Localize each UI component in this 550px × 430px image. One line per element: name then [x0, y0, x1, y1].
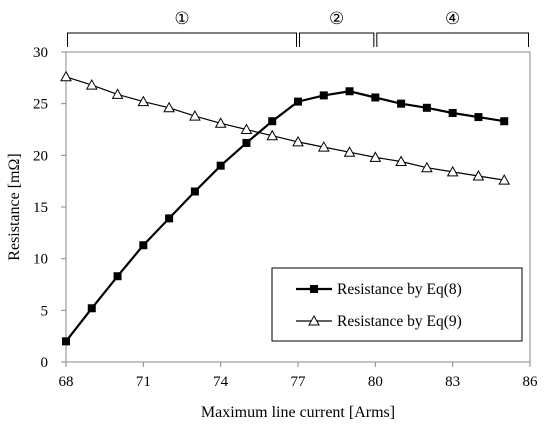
data-point — [87, 304, 96, 313]
legend-label: Resistance by Eq(9) — [337, 313, 462, 330]
region-bracket — [67, 32, 297, 47]
x-tick-label: 71 — [136, 374, 151, 390]
data-point — [422, 103, 431, 112]
data-point — [62, 337, 70, 346]
region-bracket — [376, 32, 529, 47]
data-point — [319, 91, 328, 100]
data-point — [266, 129, 279, 141]
data-point — [214, 117, 227, 128]
series-line — [65, 90, 505, 342]
data-point — [216, 161, 225, 170]
data-point — [242, 138, 251, 147]
x-tick-label: 74 — [213, 374, 229, 390]
region-brackets: ① ② ④ — [67, 9, 529, 47]
x-tick-label: 86 — [523, 374, 539, 390]
data-point — [189, 110, 201, 121]
x-tick-label: 83 — [445, 374, 460, 390]
data-point — [111, 88, 124, 99]
series-1 — [62, 87, 509, 346]
data-point — [190, 187, 199, 196]
y-tick-label: 20 — [33, 148, 48, 164]
data-point — [395, 155, 407, 167]
y-tick-label: 30 — [33, 45, 48, 61]
data-point — [343, 146, 356, 157]
data-point — [500, 117, 509, 126]
data-point — [474, 113, 483, 122]
series-2 — [60, 70, 511, 185]
region-label: ② — [329, 9, 344, 29]
data-series — [60, 70, 511, 346]
data-point — [137, 95, 150, 107]
data-point — [448, 108, 457, 117]
data-point — [139, 241, 148, 250]
data-point — [292, 135, 304, 147]
data-point — [397, 99, 406, 108]
y-axis-title: Resistance [mΩ] — [6, 153, 23, 260]
y-axis-ticks: 0 5 10 15 20 25 30 — [33, 45, 66, 371]
data-point — [421, 161, 433, 173]
y-tick-label: 10 — [33, 252, 48, 268]
x-tick-label: 77 — [291, 374, 307, 390]
data-point — [498, 174, 511, 185]
legend-marker — [308, 314, 320, 326]
data-point — [371, 93, 380, 102]
y-tick-label: 25 — [33, 97, 48, 113]
data-point — [345, 87, 354, 96]
x-tick-label: 68 — [59, 374, 74, 390]
y-tick-label: 0 — [41, 355, 49, 371]
y-tick-label: 5 — [41, 303, 49, 319]
legend-box — [271, 267, 523, 342]
data-point — [268, 117, 277, 126]
legend-label: Resistance by Eq(8) — [337, 281, 462, 298]
data-point — [240, 123, 253, 134]
y-tick-label: 15 — [33, 200, 48, 216]
region-bracket — [299, 32, 375, 47]
series-line — [65, 76, 505, 181]
data-point — [369, 151, 382, 162]
x-axis-ticks: 68 71 74 77 80 83 86 — [59, 362, 539, 390]
x-tick-label: 80 — [368, 374, 383, 390]
region-label: ④ — [445, 9, 460, 29]
data-point — [165, 214, 174, 223]
data-point — [163, 101, 175, 113]
x-axis-title: Maximum line current [Arms] — [201, 404, 395, 421]
data-point — [472, 169, 485, 181]
legend-marker — [310, 285, 318, 293]
region-label: ① — [174, 9, 189, 29]
data-point — [85, 79, 98, 90]
data-point — [60, 70, 72, 82]
data-point — [317, 141, 330, 152]
data-point — [113, 272, 122, 281]
legend-entry: Resistance by Eq(8) — [296, 281, 462, 298]
data-point — [446, 165, 459, 177]
legend-entry: Resistance by Eq(9) — [296, 313, 462, 330]
legend: Resistance by Eq(8) Resistance by Eq(9) — [271, 267, 523, 342]
data-point — [294, 97, 302, 106]
